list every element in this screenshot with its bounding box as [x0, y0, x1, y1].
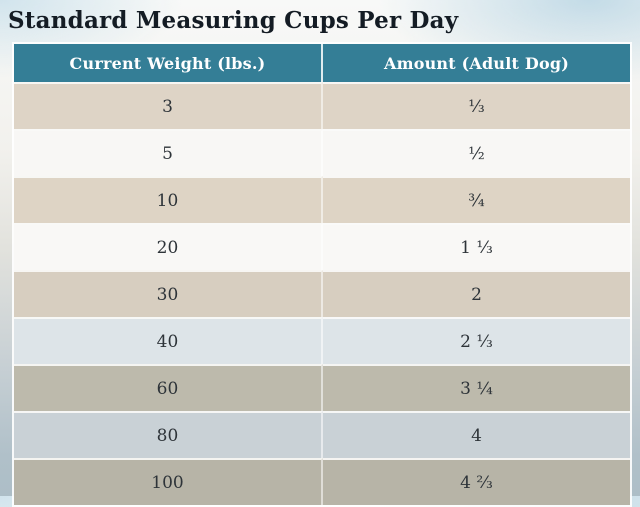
col-header-current-weight: Current Weight (lbs.) [14, 44, 323, 82]
table-row: 20 1 ⅓ [14, 223, 630, 270]
weight-cell: 80 [14, 411, 323, 458]
weight-cell: 5 [14, 129, 323, 176]
amount-cell: 2 ⅓ [322, 317, 630, 364]
col-header-amount: Amount (Adult Dog) [322, 44, 630, 82]
table-row: 30 2 [14, 270, 630, 317]
weight-cell: 100 [14, 458, 323, 505]
table-body: 3 ⅓ 5 ½ 10 ¾ 20 1 ⅓ 30 2 40 2 ⅓ [14, 82, 630, 505]
page-title: Standard Measuring Cups Per Day [8, 7, 459, 34]
amount-cell: ½ [322, 129, 630, 176]
feeding-chart-table: Current Weight (lbs.) Amount (Adult Dog)… [12, 42, 632, 507]
amount-cell: ⅓ [322, 82, 630, 129]
table-row: 10 ¾ [14, 176, 630, 223]
table-row: 40 2 ⅓ [14, 317, 630, 364]
weight-cell: 10 [14, 176, 323, 223]
weight-cell: 3 [14, 82, 323, 129]
amount-cell: 4 [322, 411, 630, 458]
table-row: 80 4 [14, 411, 630, 458]
table-row: 3 ⅓ [14, 82, 630, 129]
table-row: 60 3 ¼ [14, 364, 630, 411]
weight-cell: 20 [14, 223, 323, 270]
page: Standard Measuring Cups Per Day Current … [8, 7, 632, 507]
header-row: Current Weight (lbs.) Amount (Adult Dog) [14, 44, 630, 82]
table-row: 100 4 ⅔ [14, 458, 630, 505]
table-header: Current Weight (lbs.) Amount (Adult Dog) [14, 44, 630, 82]
amount-cell: 1 ⅓ [322, 223, 630, 270]
amount-cell: 3 ¼ [322, 364, 630, 411]
amount-cell: ¾ [322, 176, 630, 223]
weight-cell: 30 [14, 270, 323, 317]
amount-cell: 4 ⅔ [322, 458, 630, 505]
table-row: 5 ½ [14, 129, 630, 176]
weight-cell: 40 [14, 317, 323, 364]
amount-cell: 2 [322, 270, 630, 317]
weight-cell: 60 [14, 364, 323, 411]
